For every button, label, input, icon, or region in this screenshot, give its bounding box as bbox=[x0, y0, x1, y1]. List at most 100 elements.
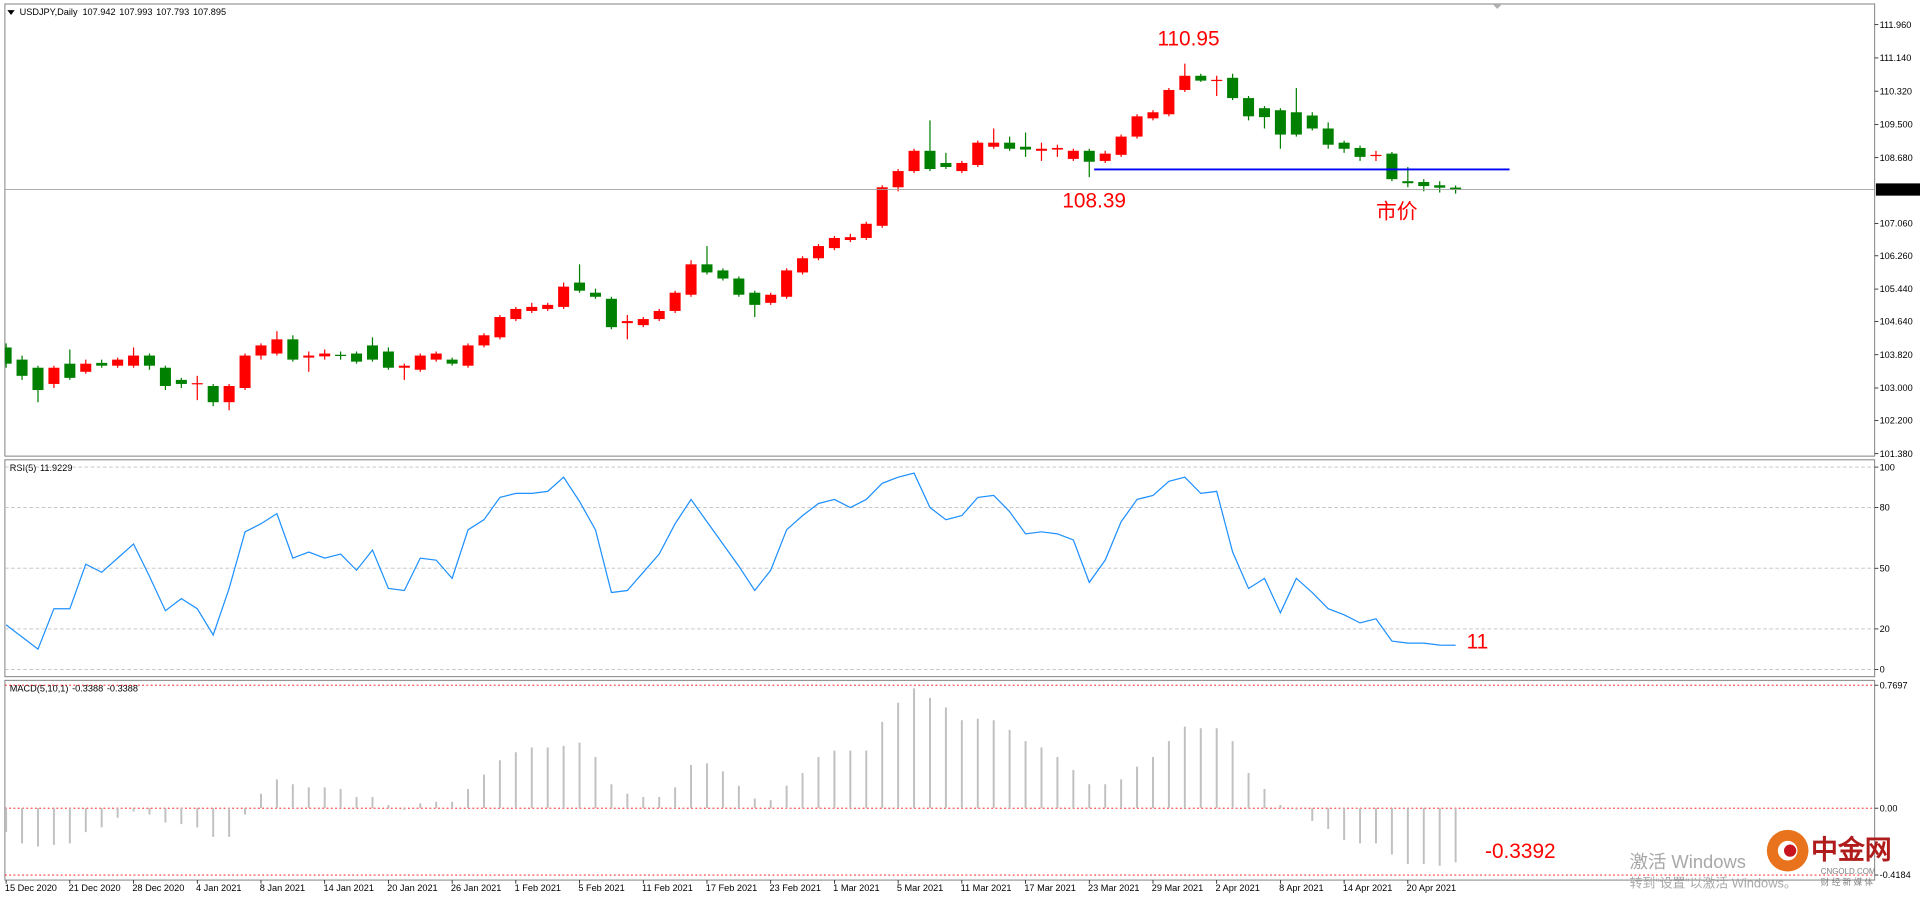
candle-body bbox=[574, 282, 586, 291]
panel-bar bbox=[4, 684, 1875, 876]
candle-body bbox=[605, 298, 617, 328]
candle-body bbox=[1386, 153, 1398, 180]
x-tick-label: 28 Dec 2020 bbox=[132, 883, 184, 893]
candle-body bbox=[1306, 115, 1318, 129]
current-price-box bbox=[1875, 183, 1920, 196]
candle-body bbox=[1020, 146, 1032, 150]
x-tick-label: 23 Feb 2021 bbox=[769, 883, 821, 893]
y-tick-label: 20 bbox=[1880, 624, 1890, 634]
candle-body bbox=[669, 292, 681, 311]
annotation: 11 bbox=[1467, 630, 1489, 653]
candle-body bbox=[287, 339, 299, 360]
candle-body bbox=[1274, 110, 1286, 135]
candle-body bbox=[1195, 75, 1207, 81]
y-tick-label: 0.7697 bbox=[1880, 680, 1908, 690]
candle-body bbox=[1099, 153, 1111, 161]
candle-body bbox=[749, 292, 761, 305]
candle-body bbox=[1290, 112, 1302, 135]
candle-body bbox=[207, 385, 219, 403]
logo-text: 中金网 bbox=[1811, 834, 1892, 865]
y-tick-label: 106.260 bbox=[1880, 251, 1913, 261]
header-title: USDJPY,Daily bbox=[20, 7, 78, 17]
candle-body bbox=[940, 162, 952, 168]
x-tick-label: 1 Feb 2021 bbox=[515, 883, 561, 893]
candle-body bbox=[112, 359, 124, 366]
candle-body bbox=[1418, 182, 1430, 187]
candle-body bbox=[765, 294, 777, 303]
candle-body bbox=[988, 142, 1000, 147]
candle-body bbox=[366, 345, 378, 360]
y-tick-label: 50 bbox=[1880, 563, 1890, 573]
candle-body bbox=[1227, 77, 1239, 99]
x-tick-label: 20 Apr 2021 bbox=[1407, 883, 1456, 893]
candle-body bbox=[1147, 112, 1159, 119]
candle-body bbox=[1131, 116, 1143, 137]
header-low: 107.793 bbox=[156, 7, 189, 17]
candle-body bbox=[717, 270, 729, 279]
candle-body bbox=[637, 319, 649, 326]
y-tick-label: 0.00 bbox=[1880, 803, 1898, 813]
rsi-line bbox=[5, 472, 1456, 651]
candle-body bbox=[733, 278, 745, 295]
y-tick-label: 111.960 bbox=[1880, 20, 1912, 30]
candle-body bbox=[542, 304, 554, 309]
x-tick-label: 14 Apr 2021 bbox=[1343, 883, 1392, 893]
x-tick-label: 8 Apr 2021 bbox=[1279, 883, 1323, 893]
candle-body bbox=[319, 353, 331, 357]
y-tick-label: 107.060 bbox=[1880, 219, 1913, 229]
x-tick-label: 5 Feb 2021 bbox=[578, 883, 624, 893]
candle-body bbox=[701, 264, 713, 273]
candle-body bbox=[1067, 150, 1079, 159]
candle-body bbox=[494, 317, 506, 338]
x-tick-label: 8 Jan 2021 bbox=[260, 883, 305, 893]
y-tick-label: 100 bbox=[1880, 462, 1895, 472]
level-label: 108.39 bbox=[1062, 189, 1126, 212]
candle-body bbox=[64, 363, 76, 378]
watermark: 激活 Windows 转到“设置”以激活 Windows。 中金网 CNGOLD… bbox=[1630, 829, 1892, 890]
candle-body bbox=[430, 353, 442, 360]
x-tick-label: 29 Mar 2021 bbox=[1152, 883, 1204, 893]
rsi-value: 11.9229 bbox=[40, 463, 72, 473]
candle-body bbox=[685, 264, 697, 295]
candle-body bbox=[1163, 89, 1175, 115]
candle-body bbox=[414, 355, 426, 370]
y-tick-label: 102.200 bbox=[1880, 416, 1913, 426]
candle-body bbox=[478, 335, 490, 346]
current-price-label: 107.895 bbox=[1880, 185, 1913, 195]
x-tick-label: 11 Feb 2021 bbox=[642, 883, 693, 893]
activate-title: 激活 Windows bbox=[1630, 851, 1746, 872]
candle-body bbox=[143, 355, 155, 366]
candle-body bbox=[382, 351, 394, 368]
candle-body bbox=[1434, 185, 1446, 188]
macd-signal-value: -0.3388 bbox=[107, 683, 138, 693]
menu-triangle bbox=[7, 10, 15, 16]
candle-body bbox=[1322, 128, 1334, 145]
candle-body bbox=[828, 237, 840, 249]
candle-body bbox=[96, 362, 108, 366]
header-open: 107.942 bbox=[82, 7, 115, 17]
price-panel bbox=[4, 3, 1876, 457]
x-tick-label: 21 Dec 2020 bbox=[69, 883, 121, 893]
macd-header: MACD(5,10,1) -0.3388 -0.3388 bbox=[10, 683, 138, 693]
candle-body bbox=[128, 355, 140, 366]
candle-body bbox=[1083, 150, 1095, 162]
candle-body bbox=[159, 367, 171, 386]
candle-body bbox=[4, 347, 12, 364]
candle-body bbox=[558, 286, 570, 307]
y-tick-label: -0.4184 bbox=[1880, 870, 1911, 880]
candle-body bbox=[781, 270, 793, 297]
candle-body bbox=[175, 379, 187, 384]
x-tick-label: 15 Dec 2020 bbox=[5, 883, 57, 893]
candle-body bbox=[223, 385, 235, 403]
y-tick-label: 104.640 bbox=[1880, 317, 1913, 327]
candle-body bbox=[1243, 98, 1255, 117]
x-tick-label: 23 Mar 2021 bbox=[1088, 883, 1140, 893]
candle-body bbox=[255, 345, 267, 356]
shift-marker bbox=[1492, 4, 1503, 9]
candle-body bbox=[1258, 108, 1270, 118]
candle-body bbox=[956, 162, 968, 172]
candle-body bbox=[526, 306, 538, 311]
candle-body bbox=[908, 150, 920, 172]
